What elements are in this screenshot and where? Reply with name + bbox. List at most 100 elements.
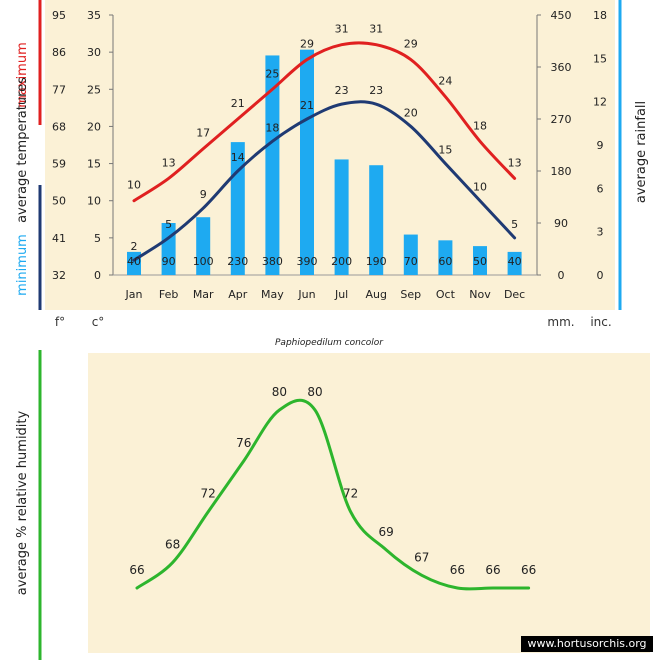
rainfall-value-label: 190 <box>366 255 387 268</box>
ylabel-minimum: minimum <box>15 234 30 296</box>
fahrenheit-tick-label: 32 <box>52 269 66 282</box>
humidity-value-label: 72 <box>201 487 216 501</box>
rainfall-bar <box>265 55 280 275</box>
rainfall-value-label: 230 <box>227 255 248 268</box>
inch-tick-label: 15 <box>593 52 607 65</box>
minimum-value-label: 15 <box>438 144 452 157</box>
maximum-value-label: 13 <box>162 156 176 169</box>
fahrenheit-tick-label: 77 <box>52 83 66 96</box>
rainfall-value-label: 50 <box>473 255 487 268</box>
ylabel-average-temperatures: average temperatures <box>15 77 30 223</box>
rainfall-bar <box>473 246 487 275</box>
fahrenheit-unit-label: f° <box>55 315 65 329</box>
minimum-value-label: 10 <box>473 181 487 194</box>
humidity-value-label: 76 <box>236 436 251 450</box>
humidity-value-label: 80 <box>272 385 287 399</box>
humidity-panel-background <box>88 353 650 653</box>
maximum-value-label: 31 <box>369 23 383 36</box>
humidity-value-label: 68 <box>165 538 180 552</box>
axis-ticks: 0510152025303532415059687786950901802703… <box>52 9 607 301</box>
minimum-value-label: 5 <box>511 218 518 231</box>
maximum-value-label: 29 <box>300 38 314 51</box>
minimum-temperature-line <box>132 100 517 262</box>
data-labels: 40 90 100 230 380 390 200 190 70 60 50 401013172125… <box>127 23 522 268</box>
rainfall-bar <box>334 159 349 275</box>
maximum-value-label: 25 <box>265 67 279 80</box>
humidity-chart: 66 68 72 76 80 80 72 69 67 66 66 66 <box>129 385 536 591</box>
inch-tick-label: 18 <box>593 9 607 22</box>
celsius-tick-label: 30 <box>87 46 101 59</box>
humidity-value-label: 72 <box>343 487 358 501</box>
rainfall-value-label: 390 <box>297 255 318 268</box>
rainfall-value-label: 380 <box>262 255 283 268</box>
mm-tick-label: 180 <box>551 165 572 178</box>
humidity-value-label: 66 <box>521 563 536 577</box>
month-label: Aug <box>365 288 386 301</box>
fahrenheit-tick-label: 59 <box>52 158 66 171</box>
humidity-value-label: 66 <box>485 563 500 577</box>
celsius-tick-label: 10 <box>87 195 101 208</box>
humidity-value-label: 69 <box>379 525 394 539</box>
mm-tick-label: 90 <box>554 217 568 230</box>
maximum-value-label: 24 <box>438 75 452 88</box>
rainfall-value-label: 40 <box>508 255 522 268</box>
humidity-line <box>135 398 531 591</box>
rainfall-bar <box>196 217 211 275</box>
temperature-lines <box>132 41 517 262</box>
rainfall-value-label: 70 <box>404 255 418 268</box>
maximum-value-label: 29 <box>404 38 418 51</box>
month-label: Dec <box>504 288 525 301</box>
minimum-value-label: 9 <box>200 188 207 201</box>
month-label: Apr <box>228 288 248 301</box>
celsius-tick-label: 0 <box>94 269 101 282</box>
celsius-tick-label: 15 <box>87 158 101 171</box>
month-label: Mar <box>193 288 214 301</box>
mm-tick-label: 270 <box>551 113 572 126</box>
celsius-unit-label: c° <box>92 315 105 329</box>
minimum-value-label: 5 <box>165 218 172 231</box>
maximum-value-label: 13 <box>508 156 522 169</box>
rainfall-bar <box>403 234 418 275</box>
minimum-value-label: 23 <box>335 84 349 97</box>
inch-unit-label: inc. <box>590 315 611 329</box>
minimum-value-label: 21 <box>300 99 314 112</box>
chart-title: Paphiopedilum concolor <box>275 338 384 348</box>
fahrenheit-tick-label: 95 <box>52 9 66 22</box>
rainfall-value-label: 100 <box>193 255 214 268</box>
rainfall-bar <box>369 165 384 275</box>
month-label: Sep <box>400 288 421 301</box>
rainfall-bar <box>507 251 522 275</box>
rainfall-bar <box>300 49 314 275</box>
rainfall-value-label: 40 <box>127 255 141 268</box>
rainfall-value-label: 90 <box>162 255 176 268</box>
mm-tick-label: 450 <box>551 9 572 22</box>
mm-tick-label: 360 <box>551 61 572 74</box>
minimum-value-label: 18 <box>265 121 279 134</box>
rainfall-bar <box>438 240 453 275</box>
celsius-tick-label: 20 <box>87 120 101 133</box>
humidity-value-label: 66 <box>129 563 144 577</box>
inch-tick-label: 0 <box>597 269 604 282</box>
inch-tick-label: 9 <box>597 139 604 152</box>
month-label: Jul <box>334 288 348 301</box>
mm-tick-label: 0 <box>558 269 565 282</box>
inch-tick-label: 3 <box>597 226 604 239</box>
minimum-value-label: 2 <box>131 240 138 253</box>
fahrenheit-tick-label: 68 <box>52 120 66 133</box>
humidity-value-label: 66 <box>450 563 465 577</box>
humidity-value-label: 80 <box>307 385 322 399</box>
humidity-value-label: 67 <box>414 550 429 564</box>
ylabel-maximum: maximum <box>15 42 30 108</box>
maximum-value-label: 17 <box>196 127 210 140</box>
ylabel-humidity: average % relative humidity <box>15 410 30 595</box>
watermark: www.hortusorchis.org <box>521 636 653 652</box>
month-label: Jun <box>297 288 315 301</box>
maximum-value-label: 18 <box>473 119 487 132</box>
maximum-temperature-line <box>132 41 517 203</box>
maximum-value-label: 31 <box>335 23 349 36</box>
celsius-tick-label: 35 <box>87 9 101 22</box>
month-label: Nov <box>469 288 491 301</box>
rainfall-value-label: 200 <box>331 255 352 268</box>
